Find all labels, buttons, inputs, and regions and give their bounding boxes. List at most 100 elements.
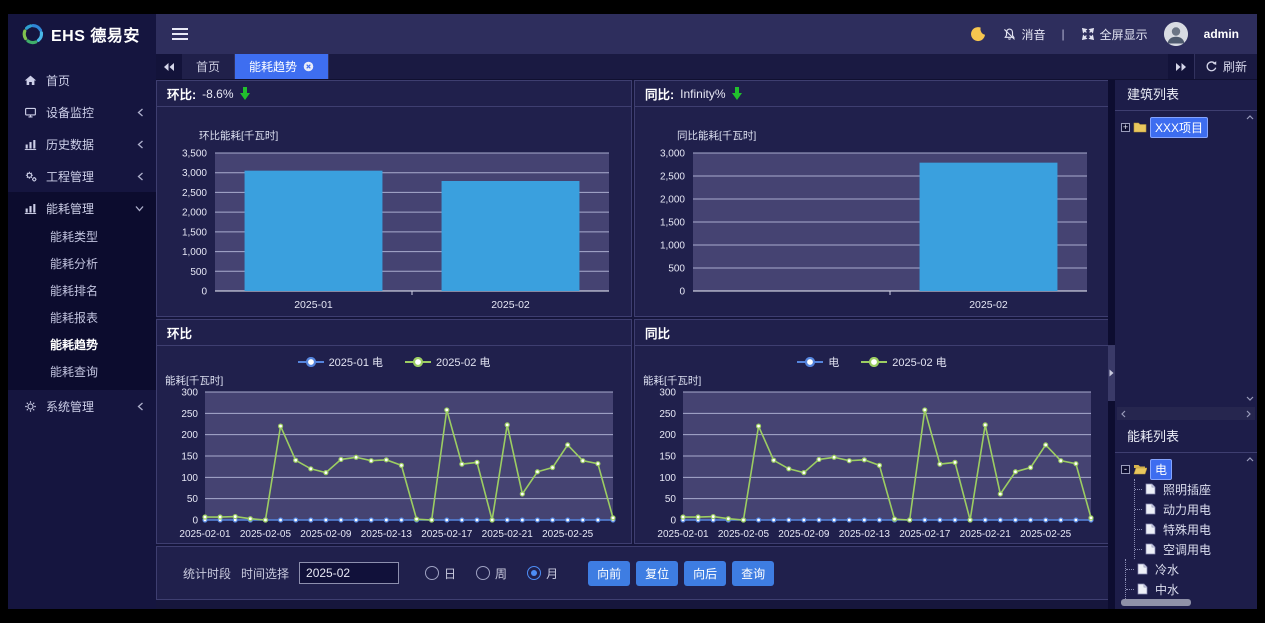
svg-text:200: 200 — [181, 430, 198, 441]
sidebar-subitem-energy-type[interactable]: 能耗类型 — [50, 230, 99, 244]
tree-horizontal-scrollbar[interactable] — [1117, 407, 1255, 420]
svg-text:2,500: 2,500 — [660, 172, 685, 183]
tree-node[interactable]: + XXX项目 — [1121, 116, 1253, 138]
tree-expander-icon[interactable]: + — [1121, 121, 1130, 132]
svg-text:2025-02-09: 2025-02-09 — [300, 529, 352, 540]
mom-bar-chart[interactable]: 0 500 1,000 1,500 2,000 2,500 3,000 3,500 环比能耗[千… — [157, 109, 627, 317]
username-label[interactable]: admin — [1203, 27, 1239, 41]
panel-mom-bar: 环比: -8.6% 0 500 1,000 1,500 2,000 2,500 3,000 3… — [156, 80, 632, 317]
trend-down-arrow-icon — [239, 87, 250, 100]
sidebar-group-history-data: 历史数据 — [8, 128, 156, 160]
file-icon — [1137, 563, 1148, 575]
tree-node-label[interactable]: 特殊用电 — [1163, 522, 1212, 537]
tree-node[interactable]: -电 — [1121, 458, 1253, 480]
tab-energy-trend[interactable]: 能耗趋势 — [235, 54, 330, 79]
control-button-1[interactable]: 复位 — [636, 560, 679, 586]
legend-item[interactable]: 2025-02 电 — [861, 354, 947, 370]
sidebar-subitem-energy-trend[interactable]: 能耗趋势 — [50, 338, 99, 352]
tabs-scroll-left-button[interactable] — [156, 54, 182, 79]
tree-node[interactable]: 特殊用电 — [1135, 519, 1253, 539]
radio-granularity-1[interactable]: 周 — [476, 565, 507, 582]
fullscreen-button[interactable]: 全屏显示 — [1081, 26, 1148, 43]
svg-text:150: 150 — [181, 452, 198, 463]
control-button-3[interactable]: 查询 — [732, 560, 775, 586]
sidebar-item-project-mgmt[interactable]: 工程管理 — [8, 160, 156, 192]
tree-node[interactable]: 空调用电 — [1135, 539, 1253, 559]
svg-text:3,000: 3,000 — [182, 168, 207, 179]
yoy-line-title: 同比 — [645, 327, 671, 341]
sidebar-subitem-energy-query[interactable]: 能耗查询 — [50, 365, 99, 379]
tree-node-label[interactable]: 电 — [1150, 458, 1173, 480]
menu-toggle-icon[interactable] — [172, 25, 188, 43]
svg-text:0: 0 — [670, 516, 676, 527]
tabs-scroll-right-button[interactable] — [1167, 54, 1194, 79]
legend-item[interactable]: 电 — [797, 354, 839, 370]
tree-expander-icon[interactable]: - — [1121, 464, 1130, 474]
sidebar-item-device-monitor[interactable]: 设备监控 — [8, 96, 156, 128]
chevron-left-icon — [137, 172, 144, 181]
svg-text:2025-02-05: 2025-02-05 — [718, 529, 770, 540]
legend-marker-icon — [797, 357, 824, 367]
time-select-input[interactable] — [299, 562, 400, 584]
file-icon — [1145, 483, 1156, 495]
refresh-button[interactable]: 刷新 — [1193, 54, 1257, 79]
tree-node[interactable]: 中水 — [1126, 579, 1253, 599]
radio-circle[interactable] — [527, 566, 542, 580]
mute-button[interactable]: 消音 — [1002, 26, 1046, 43]
sidebar-item-label: 工程管理 — [46, 169, 95, 184]
tree-node[interactable]: 冷水 — [1126, 559, 1253, 579]
mom-line-title: 环比 — [167, 327, 193, 341]
control-button-0[interactable]: 向前 — [588, 560, 631, 586]
sidebar-group-home: 首页 — [8, 64, 156, 96]
svg-text:100: 100 — [659, 473, 676, 484]
sidebar-subitem-energy-ranking[interactable]: 能耗排名 — [50, 284, 99, 298]
right-sidebar: 建筑列表 + XXX项目 能耗列表 - 电照明插座 动力用电 特殊用电 空调用电 冷水 中水 — [1115, 80, 1257, 609]
splitter-collapse-handle[interactable] — [1108, 345, 1115, 401]
scroll-up-icon[interactable] — [1246, 457, 1254, 462]
horizontal-scroll-thumb[interactable] — [1121, 599, 1191, 606]
brand-logo[interactable]: EHS 德易安 — [8, 14, 156, 54]
yoy-bar-chart[interactable]: 0 500 1,000 1,500 2,000 2,500 3,000 同比能耗[千瓦时] 20… — [635, 109, 1105, 317]
tab-label: 能耗趋势 — [249, 60, 298, 74]
sidebar-menu: 首页 设备监控 历史数据工程管理能耗管理能耗类型能耗分析能耗排名能耗报表能耗趋势能耗… — [8, 54, 156, 609]
sidebar-subitem-energy-report[interactable]: 能耗报表 — [50, 311, 99, 325]
sidebar-item-history-data[interactable]: 历史数据 — [8, 128, 156, 160]
control-button-2[interactable]: 向后 — [684, 560, 727, 586]
mom-bar-chart-body: 0 500 1,000 1,500 2,000 2,500 3,000 3,500 环比能耗[千… — [157, 107, 631, 317]
theme-moon-icon[interactable] — [970, 26, 986, 42]
legend-item[interactable]: 2025-02 电 — [405, 354, 490, 370]
energy-tree: - 电照明插座 动力用电 特殊用电 空调用电 冷水 中水 — [1115, 452, 1257, 599]
radio-granularity-0[interactable]: 日 — [425, 565, 456, 582]
tree-node-label[interactable]: 中水 — [1155, 582, 1180, 597]
svg-text:能耗[千瓦时]: 能耗[千瓦时] — [643, 374, 701, 387]
sidebar-item-home[interactable]: 首页 — [8, 64, 156, 96]
tree-node[interactable]: 照明插座 — [1135, 479, 1253, 499]
radio-circle[interactable] — [425, 566, 440, 580]
tree-node-label[interactable]: XXX项目 — [1150, 116, 1209, 138]
tab-home[interactable]: 首页 — [182, 54, 236, 79]
tree-node-label[interactable]: 空调用电 — [1163, 542, 1212, 557]
radio-circle[interactable] — [476, 566, 491, 580]
sidebar-item-energy-mgmt[interactable]: 能耗管理 — [8, 192, 156, 224]
svg-text:2025-02-05: 2025-02-05 — [240, 529, 292, 540]
svg-text:2025-02-09: 2025-02-09 — [778, 529, 830, 540]
legend-item[interactable]: 2025-01 电 — [297, 354, 383, 370]
tree-node-label[interactable]: 照明插座 — [1163, 482, 1212, 497]
tab-close-icon[interactable] — [303, 61, 314, 72]
tree-node-label[interactable]: 动力用电 — [1163, 502, 1212, 517]
panel-mom-line: 环比 2025-01 电 2025-02 电 0 50 100 150 200 250 300… — [156, 319, 632, 544]
svg-text:2025-02-13: 2025-02-13 — [361, 529, 413, 540]
svg-text:3,000: 3,000 — [660, 149, 685, 160]
tree-node[interactable]: 动力用电 — [1135, 499, 1253, 519]
file-icon — [1145, 523, 1156, 535]
time-select-label: 时间选择 — [241, 566, 290, 581]
radio-granularity-2[interactable]: 月 — [527, 565, 558, 582]
user-avatar[interactable] — [1163, 22, 1188, 46]
tree-node-label[interactable]: 冷水 — [1155, 562, 1180, 577]
sidebar-item-system-mgmt[interactable]: 系统管理 — [8, 390, 156, 422]
scroll-down-icon[interactable] — [1246, 396, 1254, 401]
scroll-up-icon[interactable] — [1246, 115, 1254, 120]
sidebar-subitem-energy-analysis[interactable]: 能耗分析 — [50, 257, 99, 271]
